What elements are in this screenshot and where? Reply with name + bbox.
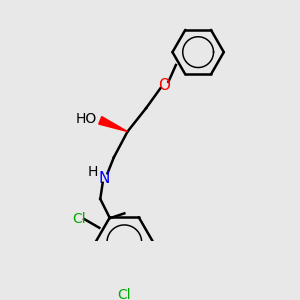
Polygon shape bbox=[99, 117, 128, 131]
Text: HO: HO bbox=[75, 112, 97, 126]
Text: Cl: Cl bbox=[118, 288, 131, 300]
Text: H: H bbox=[88, 165, 98, 179]
Text: O: O bbox=[158, 77, 170, 92]
Text: N: N bbox=[99, 171, 110, 186]
Text: Cl: Cl bbox=[72, 212, 86, 226]
